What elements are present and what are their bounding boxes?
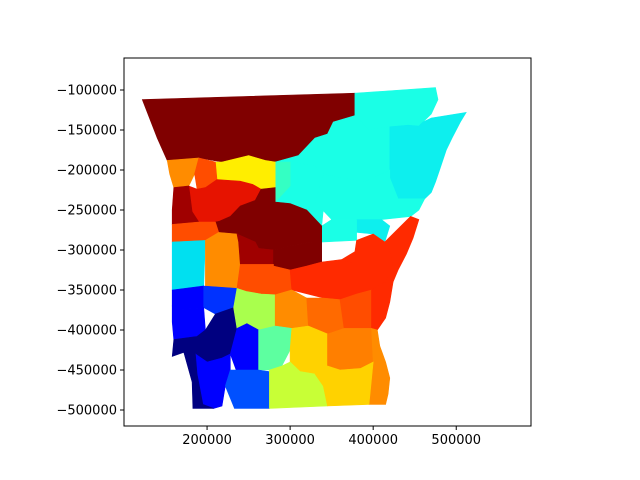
y-tick-label: −350000 — [56, 284, 117, 299]
region-40 — [224, 369, 270, 409]
y-tick-label: −500000 — [56, 404, 117, 419]
x-tick-label: 500000 — [431, 433, 481, 448]
y-tick-label: −450000 — [56, 364, 117, 379]
region-16 — [171, 240, 206, 291]
y-tick-label: −100000 — [56, 84, 117, 99]
region-35 — [289, 325, 328, 375]
region-42 — [314, 361, 374, 407]
x-tick-label: 400000 — [348, 433, 398, 448]
region-24 — [171, 285, 204, 310]
county-regions — [141, 87, 467, 409]
x-tick-label: 200000 — [182, 433, 232, 448]
y-tick-label: −150000 — [56, 124, 117, 139]
y-tick-label: −300000 — [56, 244, 117, 259]
x-axis: 200000 300000 400000 500000 — [182, 426, 481, 448]
y-tick-label: −400000 — [56, 324, 117, 339]
y-tick-label: −250000 — [56, 204, 117, 219]
region-20 — [236, 264, 293, 296]
y-axis: −100000 −150000 −200000 −250000 −300000 −3500… — [56, 84, 124, 419]
region-17 — [205, 232, 241, 291]
region-28 — [233, 288, 276, 331]
region-23 — [384, 216, 420, 283]
x-tick-label: 300000 — [265, 433, 315, 448]
region-36 — [327, 328, 374, 371]
axes-frame — [123, 57, 532, 427]
y-tick-label: −200000 — [56, 164, 117, 179]
region-39 — [183, 352, 214, 409]
